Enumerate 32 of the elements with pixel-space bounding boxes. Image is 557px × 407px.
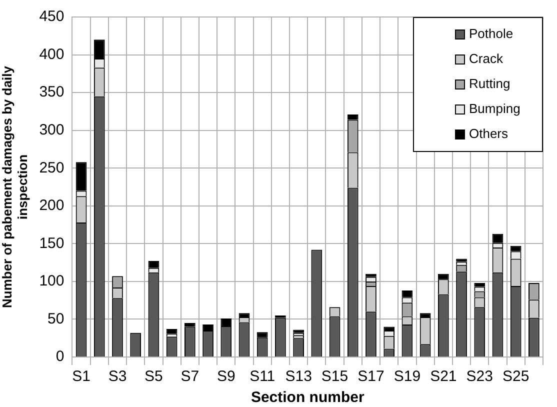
legend-label: Others: [469, 126, 509, 142]
x-tick-label: S11: [250, 368, 276, 386]
x-tick-label: S3: [108, 368, 127, 386]
y-tick-label: 450: [39, 8, 64, 26]
y-tick-label: 50: [48, 310, 64, 328]
x-tick-label: S5: [144, 368, 163, 386]
x-tick-label: S9: [216, 368, 236, 386]
y-axis-title: Number of pabement damages by daily inspection: [0, 65, 30, 308]
y-tick-label: 0: [56, 348, 64, 366]
x-tick-label: S19: [394, 368, 421, 386]
legend-label: Bumping: [469, 101, 520, 116]
legend-label: Crack: [469, 51, 504, 66]
y-tick-label: 150: [39, 234, 64, 252]
x-tick-label: S15: [321, 368, 348, 386]
y-tick-label: 400: [39, 46, 64, 63]
x-tick-label: S23: [466, 368, 493, 386]
x-axis-title: Section number: [250, 389, 364, 406]
bar: [474, 282, 486, 287]
y-tick-label: 300: [39, 121, 64, 138]
y-tick-label: 350: [39, 84, 64, 101]
x-tick-label: S13: [285, 368, 312, 386]
x-tick-label: S1: [72, 368, 90, 386]
legend-label: Rutting: [469, 76, 510, 92]
legend-label: Pothole: [469, 26, 514, 42]
x-tick-label: S25: [502, 368, 530, 386]
x-tick-label: S21: [430, 368, 457, 386]
bar: [166, 329, 178, 334]
y-tick-label: 250: [39, 159, 64, 176]
x-tick-label: S7: [180, 368, 200, 386]
x-tick-label: S17: [358, 368, 384, 386]
y-tick-label: 100: [39, 272, 64, 290]
y-tick-label: 200: [39, 197, 64, 214]
